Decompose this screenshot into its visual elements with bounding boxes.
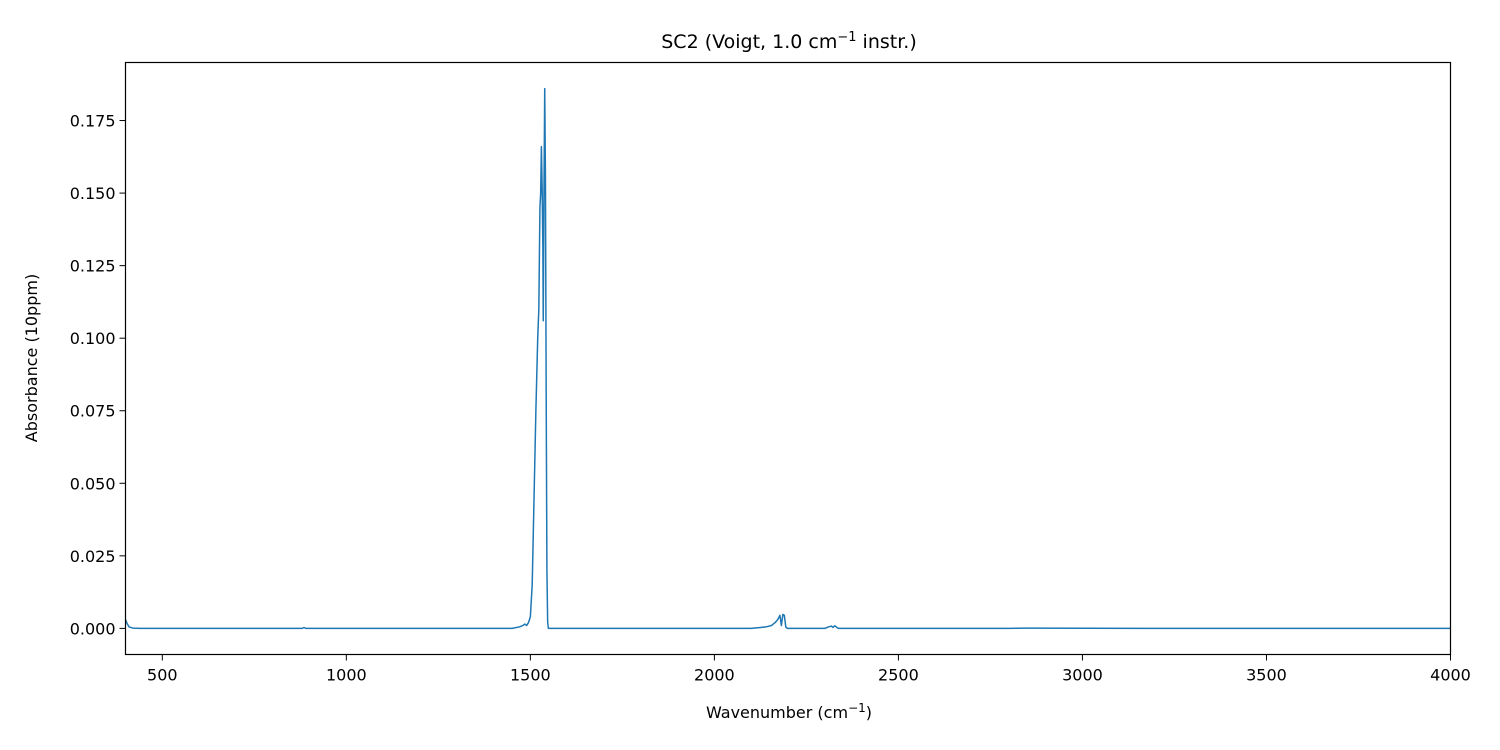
x-tick-label: 1000: [326, 666, 367, 685]
x-tick-label: 500: [147, 666, 178, 685]
x-tick-label: 3500: [1246, 666, 1287, 685]
x-axis-ticks: 500 1000 1500 2000 2500 3000 3500 4000: [147, 654, 1471, 685]
y-tick-label: 0.025: [70, 547, 116, 566]
y-tick-label: 0.150: [70, 184, 116, 203]
y-axis-title: Absorbance (10ppm): [22, 274, 41, 442]
y-tick-label: 0.075: [70, 402, 116, 421]
y-tick-label: 0.100: [70, 329, 116, 348]
x-tick-label: 4000: [1430, 666, 1471, 685]
y-axis-ticks: 0.000 0.025 0.050 0.075 0.100 0.125 0.150 0.175: [70, 112, 126, 638]
x-tick-label: 2000: [694, 666, 735, 685]
y-tick-label: 0.175: [70, 112, 116, 131]
x-tick-label: 2500: [878, 666, 919, 685]
x-tick-label: 1500: [510, 666, 551, 685]
x-axis-title: Wavenumber (cm−1): [706, 701, 872, 722]
x-tick-label: 3000: [1062, 666, 1103, 685]
y-tick-label: 0.125: [70, 257, 116, 276]
y-tick-label: 0.050: [70, 474, 116, 493]
y-tick-label: 0.000: [70, 619, 116, 638]
chart-title: SC2 (Voigt, 1.0 cm−1 instr.): [661, 30, 917, 53]
series-layer: [124, 87, 1451, 630]
x-axis-title-superscript: −1: [848, 701, 866, 715]
series-line-sc2: [124, 87, 1451, 630]
plot-area: 500 1000 1500 2000 2500 3000 3500 4000 0.0000.0…: [70, 61, 1471, 685]
plot-frame: [124, 61, 1452, 656]
chart-title-superscript: −1: [837, 30, 856, 45]
